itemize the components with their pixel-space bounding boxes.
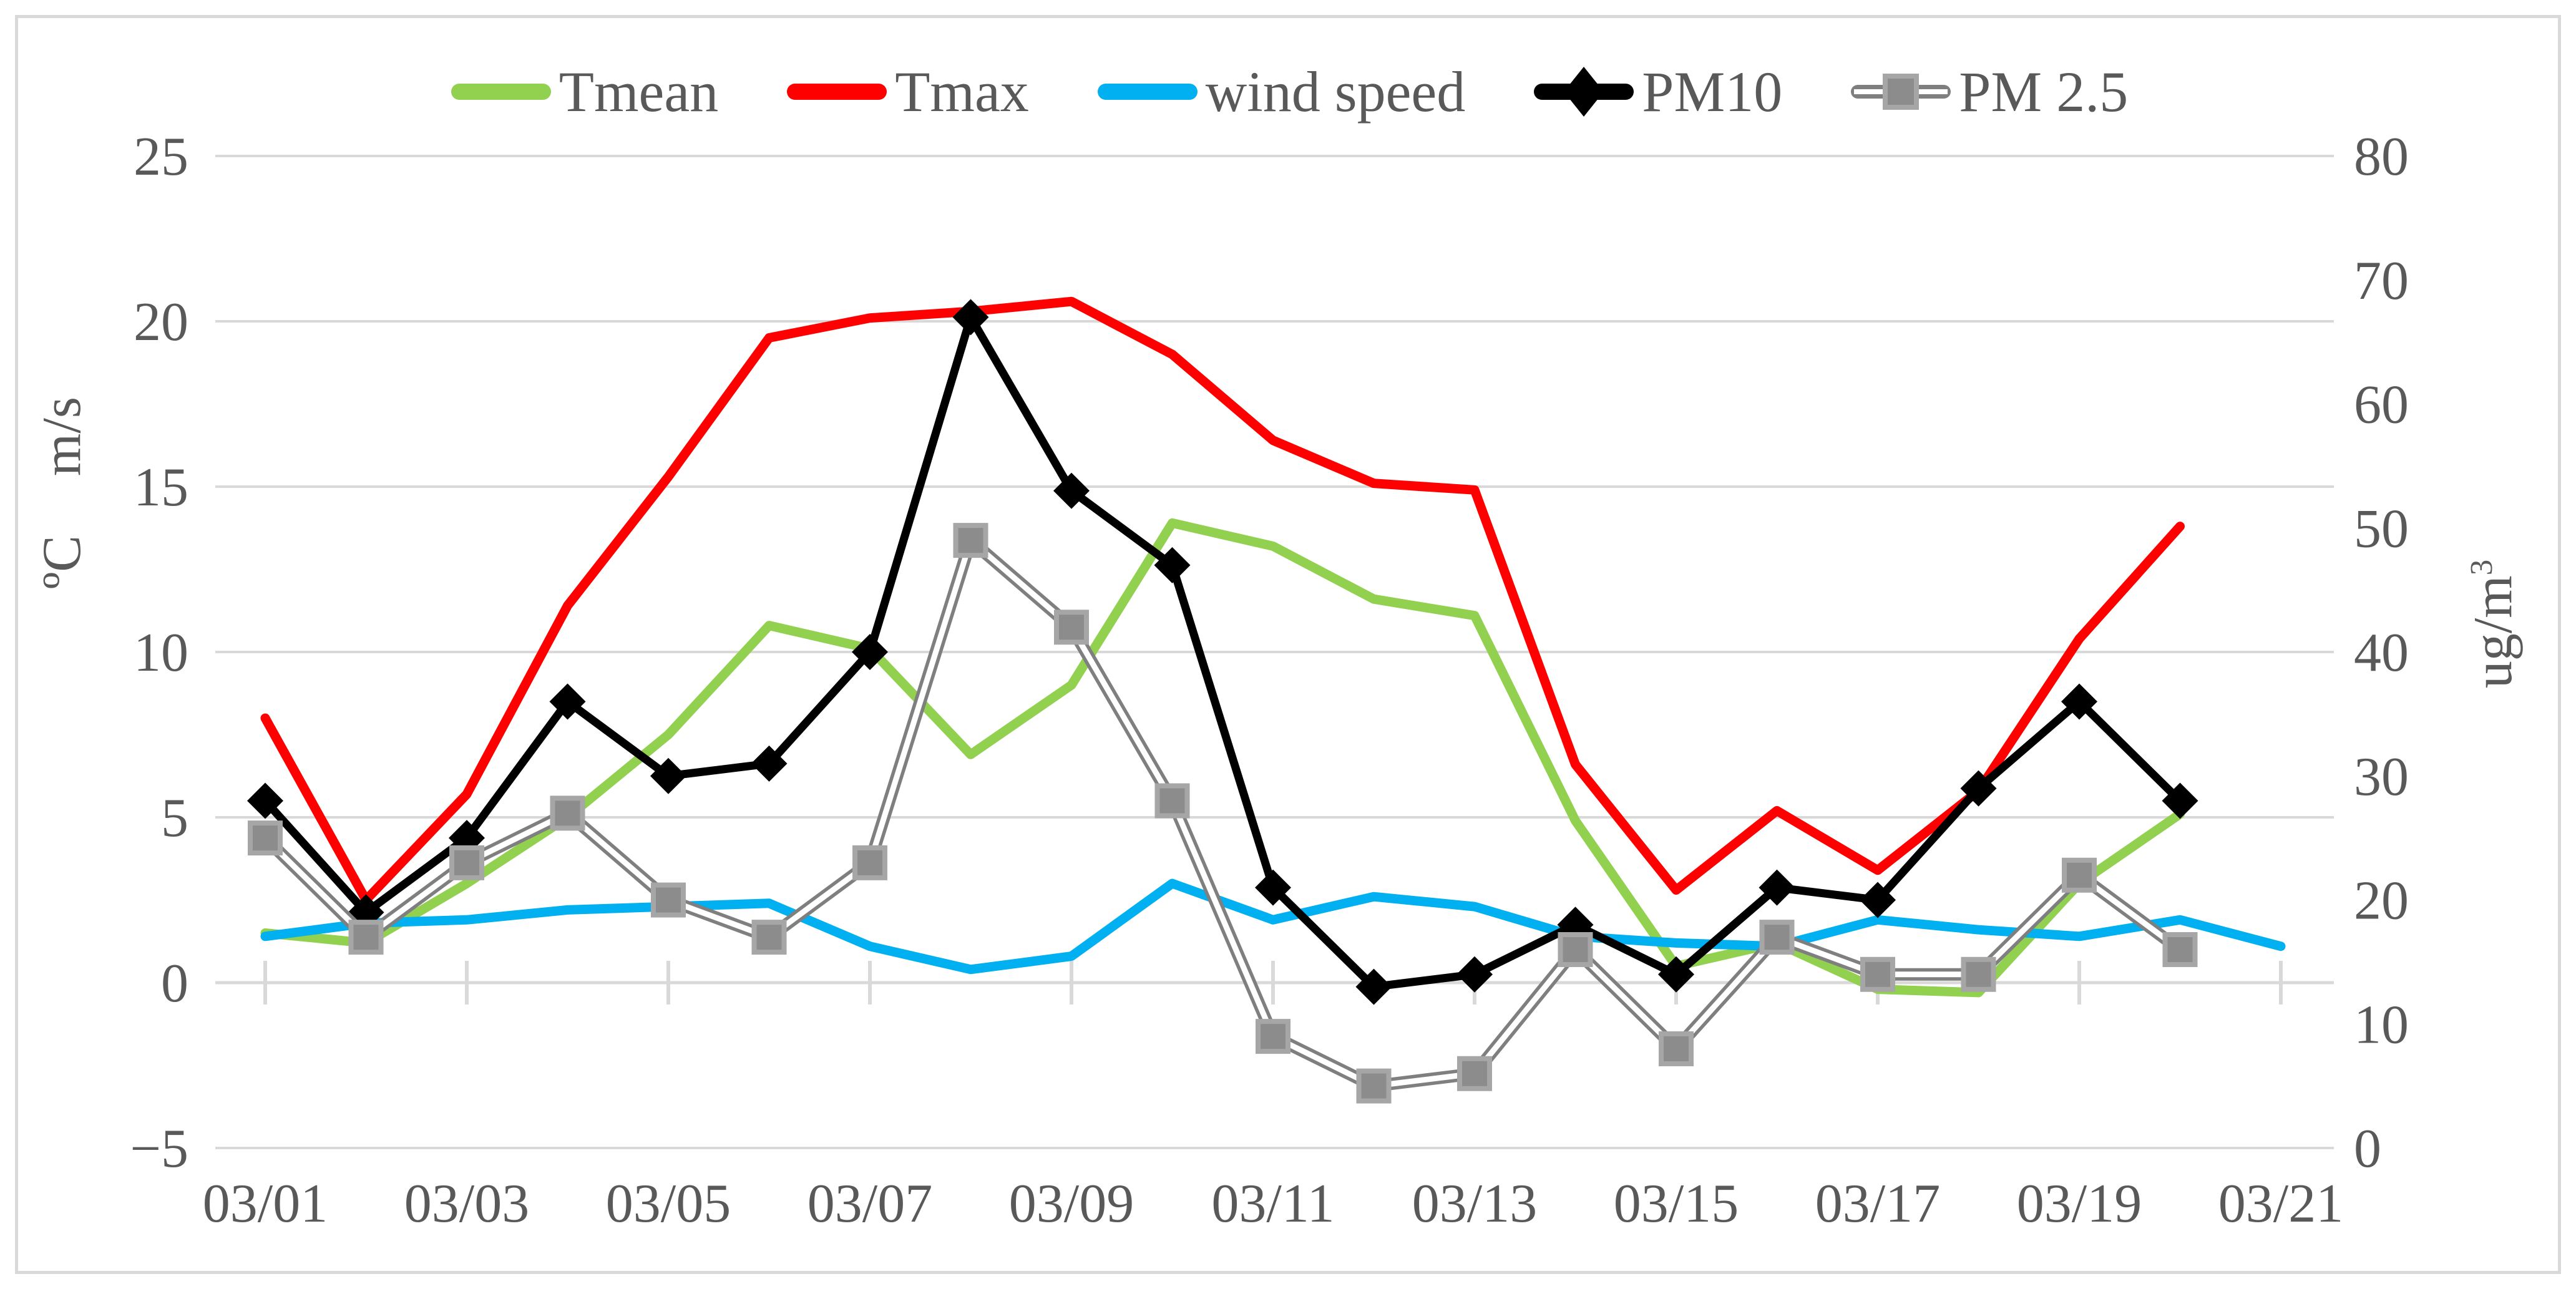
marker-square-pm-2-5	[1759, 920, 1795, 955]
marker-square-pm-2-5	[651, 882, 686, 918]
legend-swatch-wind-speed	[1097, 84, 1198, 100]
marker-diamond-pm10	[1456, 956, 1493, 993]
y-right-tick-label: 20	[2354, 871, 2409, 931]
y-right-tick-label: 10	[2354, 995, 2409, 1055]
x-axis-label: 03/05	[606, 1174, 731, 1234]
legend-swatch-shape	[1883, 74, 1920, 110]
y-right-tick-label: 50	[2354, 499, 2409, 559]
x-axis-label: 03/19	[2017, 1174, 2142, 1234]
marker-diamond-pm10	[1053, 472, 1090, 509]
marker-square-pm-2-5	[1154, 783, 1190, 819]
marker-diamond-pm10	[650, 757, 686, 794]
y-right-tick-label: 40	[2354, 623, 2409, 683]
x-axis-label: 03/09	[1009, 1174, 1134, 1234]
left-axis-unit-celsius: ºC	[32, 535, 92, 590]
x-axis-label: 03/15	[1614, 1174, 1739, 1234]
y-left-tick-label: 15	[134, 457, 188, 518]
legend-label-tmax: Tmax	[895, 60, 1029, 124]
legend-swatch-tmax	[787, 84, 887, 100]
marker-square-pm-2-5	[852, 845, 887, 880]
y-left-tick-label: −5	[130, 1119, 188, 1179]
marker-diamond-pm10	[2162, 782, 2198, 819]
legend-item-tmean: Tmean	[448, 57, 718, 126]
left-axis-title: ºC m/s	[32, 396, 92, 590]
legend-swatch-pm-2-5	[1851, 74, 1951, 110]
right-axis-title: ug/m3	[2463, 559, 2524, 689]
legend-label-wind-speed: wind speed	[1205, 60, 1466, 124]
x-axis-label: 03/11	[1211, 1174, 1334, 1234]
legend-swatch-pm10	[1534, 67, 1634, 117]
marker-square-pm-2-5	[1961, 956, 1996, 992]
x-axis-label: 03/17	[1815, 1174, 1940, 1234]
marker-diamond-pm10	[1960, 770, 1997, 807]
legend-item-wind-speed: wind speed	[1095, 57, 1465, 126]
marker-square-pm-2-5	[1457, 1056, 1492, 1091]
marker-square-pm-2-5	[1659, 1031, 1694, 1066]
y-left-tick-label: 20	[134, 292, 188, 353]
series-line-wind-speed	[260, 878, 2286, 975]
marker-square-pm-2-5	[751, 920, 787, 955]
marker-square-pm-2-5	[248, 820, 283, 856]
marker-diamond-pm10	[952, 299, 989, 336]
legend-label-tmean: Tmean	[559, 60, 719, 124]
right-axis-unit-base: ug/m	[2463, 575, 2524, 689]
marker-diamond-pm10	[247, 782, 283, 819]
marker-diamond-pm10	[852, 634, 888, 670]
legend-label-pm10: PM10	[1642, 60, 1783, 124]
marker-diamond-pm10	[1860, 882, 1896, 918]
x-axis-label: 03/13	[1412, 1174, 1537, 1234]
y-right-tick-label: 80	[2354, 127, 2409, 187]
marker-square-pm-2-5	[1256, 1019, 1290, 1054]
marker-square-pm-2-5	[348, 920, 384, 955]
legend-swatch-shape	[787, 84, 887, 100]
series-line-pm10	[261, 313, 2184, 991]
x-axis-label: 03/21	[2218, 1174, 2343, 1234]
y-right-tick-label: 30	[2354, 747, 2409, 807]
marker-square-pm-2-5	[1054, 610, 1089, 645]
marker-square-pm-2-5	[2062, 857, 2097, 893]
marker-square-pm-2-5	[1356, 1068, 1392, 1104]
legend-label-pm-2-5: PM 2.5	[1959, 60, 2129, 124]
marker-square-pm-2-5	[1558, 932, 1593, 967]
chart-legend: Tmean Tmax wind speed PM10 PM 2.5	[0, 57, 2576, 126]
y-right-tick-label: 60	[2354, 375, 2409, 435]
marker-diamond-pm10	[751, 745, 788, 782]
x-axis-label: 03/01	[203, 1174, 328, 1234]
marker-square-pm-2-5	[449, 845, 484, 880]
legend-swatch-shape	[451, 84, 551, 100]
marker-diamond-pm10	[1658, 956, 1694, 993]
marker-square-pm-2-5	[550, 795, 585, 831]
y-left-tick-label: 0	[161, 953, 188, 1014]
legend-swatch-shape	[1564, 67, 1604, 117]
marker-square-pm-2-5	[1860, 956, 1895, 992]
right-axis-unit-exponent: 3	[2464, 559, 2500, 576]
marker-diamond-pm10	[1355, 968, 1392, 1005]
marker-diamond-pm10	[1759, 869, 1795, 906]
legend-item-pm-2-5: PM 2.5	[1848, 57, 2128, 126]
marker-diamond-pm10	[2061, 683, 2097, 720]
legend-item-tmax: Tmax	[784, 57, 1029, 126]
marker-square-pm-2-5	[2162, 932, 2198, 967]
legend-item-pm10: PM10	[1531, 57, 1782, 126]
y-left-tick-label: 5	[161, 788, 188, 849]
marker-square-pm-2-5	[953, 523, 988, 558]
marker-diamond-pm10	[549, 683, 586, 720]
series-line-tmax	[260, 296, 2185, 905]
x-axis-label: 03/07	[807, 1174, 932, 1234]
legend-swatch-tmean	[451, 84, 551, 100]
x-axis-label: 03/03	[404, 1174, 529, 1234]
y-right-tick-label: 70	[2354, 251, 2409, 311]
legend-swatch-shape	[1097, 84, 1198, 100]
marker-diamond-pm10	[1255, 869, 1291, 906]
y-left-tick-label: 10	[134, 623, 188, 683]
y-left-tick-label: 25	[134, 127, 188, 187]
chart-border	[15, 15, 2561, 1274]
marker-diamond-pm10	[1154, 547, 1191, 583]
y-right-tick-label: 0	[2354, 1119, 2381, 1179]
left-axis-unit-ms: m/s	[32, 396, 92, 477]
